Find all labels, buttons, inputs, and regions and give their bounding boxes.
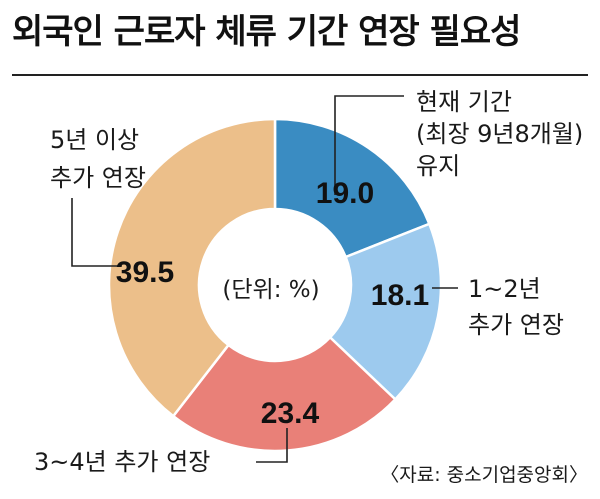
value-label-4: 39.5 xyxy=(116,256,174,289)
value-label-3: 23.4 xyxy=(261,397,320,430)
category-label-3-line-1: 3~4년 추가 연장 xyxy=(34,448,210,476)
donut-slices xyxy=(107,117,443,453)
category-label-4-line-2: 추가 연장 xyxy=(50,164,146,192)
value-label-2: 18.1 xyxy=(371,279,429,312)
category-label-1-line-3: 유지 xyxy=(416,152,460,180)
category-label-1-line-1: 현재 기간 xyxy=(416,88,512,116)
category-label-2-line-1: 1~2년 xyxy=(468,275,541,303)
title-divider xyxy=(12,74,588,76)
category-label-1-line-2: (최장 9년8개월) xyxy=(416,120,583,148)
value-labels: 19.0 18.1 23.4 39.5 xyxy=(116,177,429,430)
source-note: 〈자료: 중소기업중앙회〉 xyxy=(380,464,588,486)
donut-slice-1 xyxy=(273,117,431,259)
leader-line-3 xyxy=(256,428,288,463)
chart-title: 외국인 근로자 체류 기간 연장 필요성 xyxy=(12,12,521,52)
donut-slice-2 xyxy=(328,222,443,402)
leader-line-4 xyxy=(71,198,122,267)
value-label-1: 19.0 xyxy=(316,177,374,210)
category-label-4-line-1: 5년 이상 xyxy=(50,126,139,154)
donut-slice-3 xyxy=(171,335,398,453)
category-label-2-line-2: 추가 연장 xyxy=(468,311,564,339)
leader-line-1 xyxy=(334,95,404,195)
leader-lines xyxy=(71,95,458,463)
unit-label: (단위: %) xyxy=(222,277,319,303)
donut-slice-4 xyxy=(107,117,277,418)
